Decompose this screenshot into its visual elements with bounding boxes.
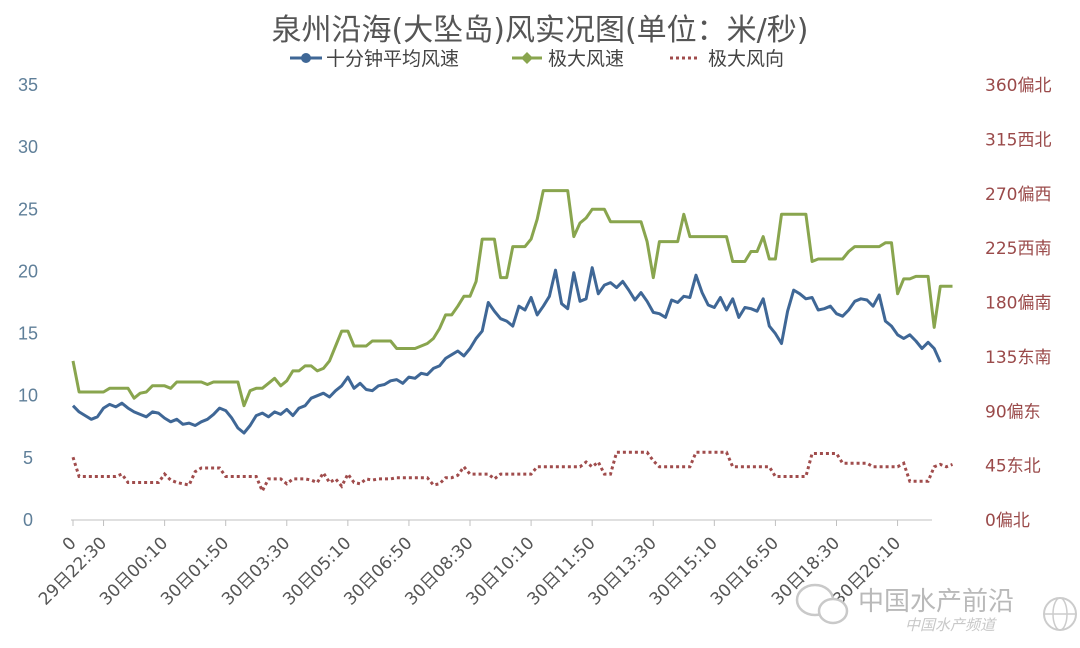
watermark-subtext: 中国水产频道 bbox=[905, 616, 997, 634]
y-left-tick-label: 20 bbox=[18, 261, 38, 281]
y-right-tick-label: 315西北 bbox=[985, 130, 1051, 150]
y-right-tick-label: 270偏西 bbox=[985, 185, 1051, 205]
y-right-tick-label: 45东北 bbox=[985, 457, 1041, 477]
y-right-tick-label: 225西南 bbox=[985, 239, 1051, 259]
y-left-tick-label: 10 bbox=[18, 386, 38, 406]
chart-title: 泉州沿海(大坠岛)风实况图(单位：米/秒) bbox=[272, 13, 809, 48]
globe-logo-icon bbox=[1043, 597, 1077, 631]
series-wind-direction-line bbox=[71, 450, 954, 495]
legend-avg-swatch-dot bbox=[301, 53, 311, 63]
axes: 0 5 10 15 20 25 30 35 0偏北 45东北 90偏东 135东南 180偏南 225西南… bbox=[18, 75, 1051, 609]
y-left-tick-label: 15 bbox=[18, 324, 38, 344]
y-left-tick-label: 35 bbox=[18, 75, 38, 95]
legend-max-label: 极大风速 bbox=[548, 48, 624, 70]
series-avg-wind-line bbox=[71, 266, 942, 435]
legend-max-swatch-diamond bbox=[521, 52, 533, 64]
y-left-tick-label: 5 bbox=[23, 448, 33, 468]
watermark-text: 中国水产前沿 bbox=[858, 587, 1014, 617]
y-right-tick-label: 180偏南 bbox=[985, 294, 1051, 314]
legend: 十分钟平均风速 极大风速 极大风向 bbox=[290, 48, 784, 70]
legend-dir-label: 极大风向 bbox=[708, 48, 784, 70]
y-left-tick-label: 25 bbox=[18, 199, 38, 219]
y-right-tick-label: 0偏北 bbox=[985, 511, 1030, 531]
legend-avg-label: 十分钟平均风速 bbox=[326, 48, 459, 70]
y-right-tick-label: 360偏北 bbox=[985, 76, 1051, 96]
wechat-logo-icon bbox=[795, 583, 849, 625]
series-max-wind-line bbox=[71, 189, 953, 408]
y-left-tick-label: 30 bbox=[18, 137, 38, 157]
y-right-tick-label: 90偏东 bbox=[985, 402, 1041, 422]
y-right-tick-label: 135东南 bbox=[985, 348, 1051, 368]
y-left-tick-label: 0 bbox=[23, 510, 33, 530]
series-layer bbox=[71, 189, 954, 495]
watermark: 中国水产前沿 中国水产频道 bbox=[795, 583, 1077, 634]
